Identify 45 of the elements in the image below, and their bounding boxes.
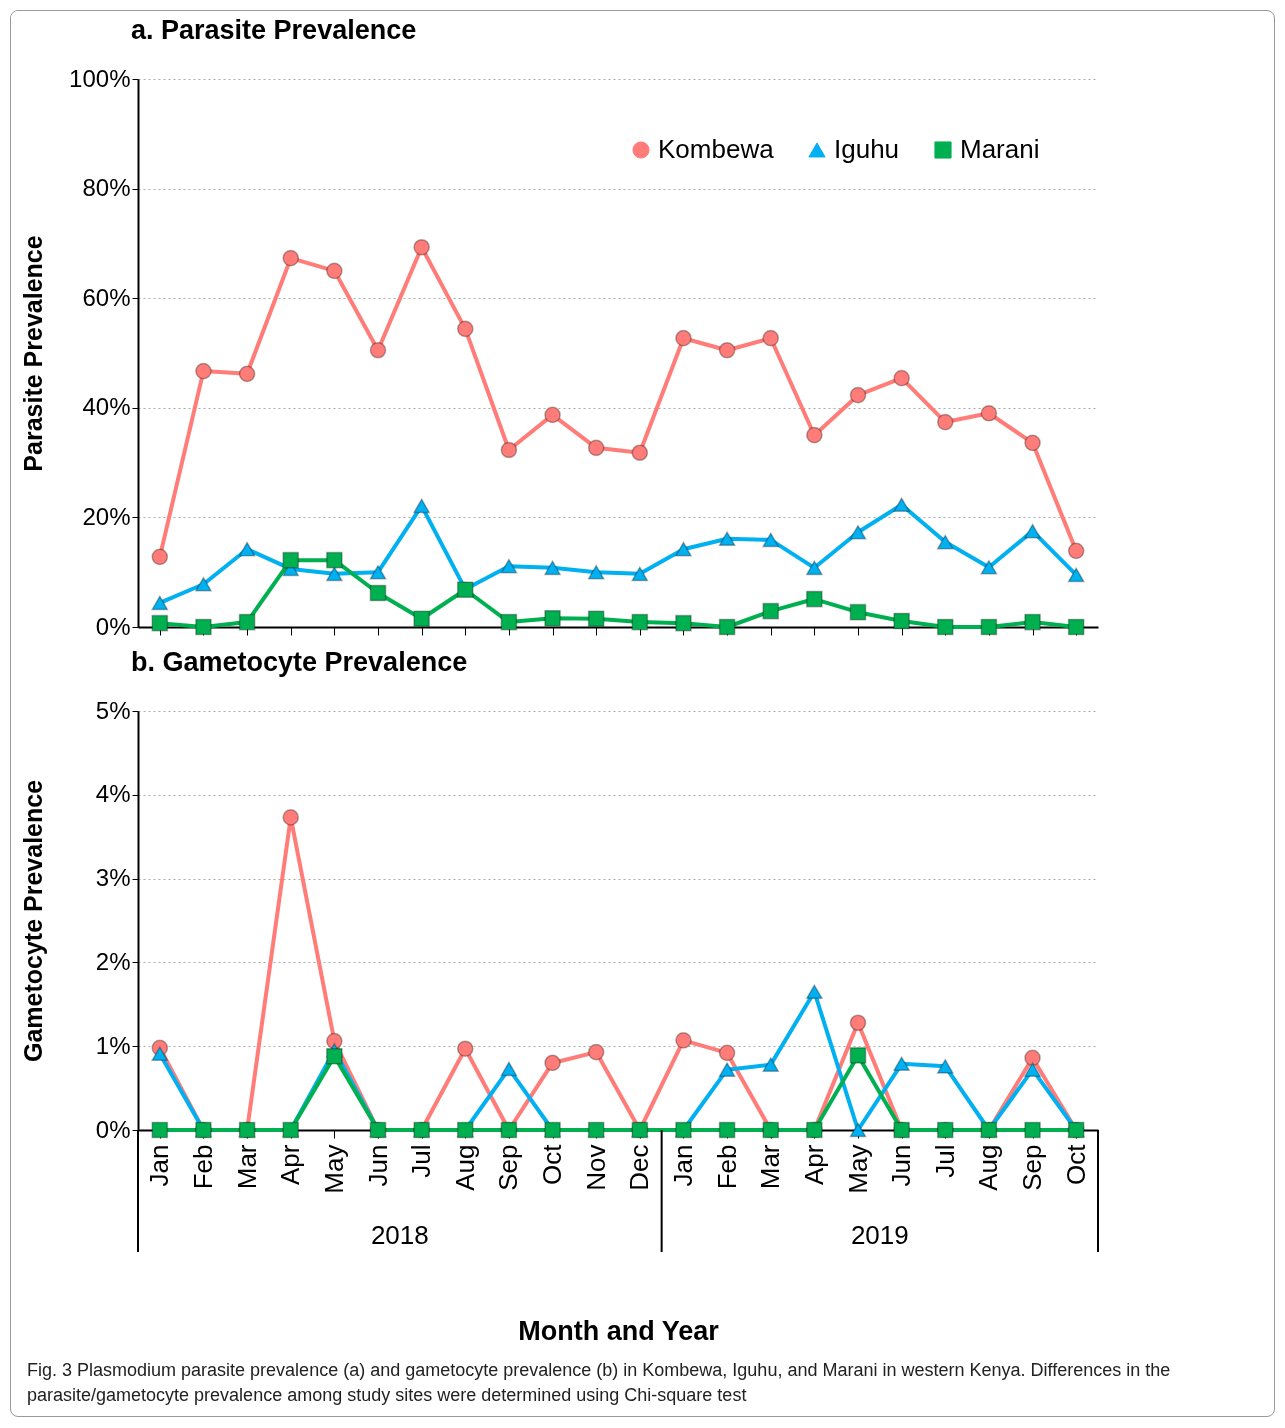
y-tick-label: 3% <box>95 864 131 892</box>
y-tick-label: 40% <box>82 393 131 421</box>
y-axis-title: Parasite Prevalence <box>18 235 47 472</box>
y-tick-label: 2% <box>95 947 131 975</box>
y-tick-label: 80% <box>82 174 131 202</box>
y-tick-label: 4% <box>95 780 131 808</box>
y-tick-label: 20% <box>82 502 131 530</box>
x-tick-label: Jan <box>144 1144 175 1187</box>
x-tick-label: Mar <box>755 1144 786 1190</box>
x-tick-label: Mar <box>231 1144 262 1190</box>
x-tick-label: May <box>842 1144 873 1194</box>
y-tick-label: 1% <box>95 1031 131 1059</box>
x-tick-label: Jan <box>667 1144 698 1187</box>
y-axis-title: Gametocyte Prevalence <box>18 779 47 1063</box>
text: 2018 <box>370 1220 429 1250</box>
legend-label: Marani <box>960 134 1040 164</box>
x-tick-label: Feb <box>711 1144 742 1190</box>
y-tick-label: 60% <box>82 283 131 311</box>
x-tick-label: Aug <box>973 1144 1004 1191</box>
caption: Fig. 3 Plasmodium parasite prevalence (a) and gametocyte prevalence (b) in Kombewa, Iguhu, and Marani in western Kenya. Differences in the parasite/gametocyte prevalence among study sites were determined using Chi-square test <box>27 1359 1172 1407</box>
y-tick-label: 100% <box>69 64 131 92</box>
x-tick-label: Nov <box>580 1144 611 1191</box>
x-tick-label: May <box>318 1144 349 1194</box>
chart-title: b. Gametocyte Prevalence <box>131 647 468 677</box>
text: 2019 <box>850 1220 909 1250</box>
x-tick-label: Jul <box>929 1144 960 1178</box>
x-tick-label: Aug <box>449 1144 480 1191</box>
x-tick-label: Oct <box>537 1143 568 1185</box>
x-axis-title: Month and Year <box>518 1315 720 1346</box>
x-tick-label: Feb <box>187 1144 218 1190</box>
x-tick-label: Jun <box>886 1144 917 1187</box>
x-tick-label: Dec <box>624 1144 655 1191</box>
x-tick-label: Apr <box>798 1144 829 1185</box>
x-tick-label: Sep <box>493 1144 524 1191</box>
y-tick-label: 0% <box>95 1115 131 1143</box>
legend-label: Kombewa <box>658 134 775 164</box>
x-tick-label: Jun <box>362 1144 393 1187</box>
y-tick-label: 0% <box>95 612 131 640</box>
legend-label: Iguhu <box>834 134 900 164</box>
x-tick-label: Oct <box>1060 1143 1091 1185</box>
x-tick-label: Sep <box>1017 1144 1048 1191</box>
chart-title: a. Parasite Prevalence <box>131 15 417 45</box>
x-tick-label: Jul <box>406 1144 437 1178</box>
y-tick-label: 5% <box>95 696 131 724</box>
x-tick-label: Apr <box>275 1144 306 1185</box>
